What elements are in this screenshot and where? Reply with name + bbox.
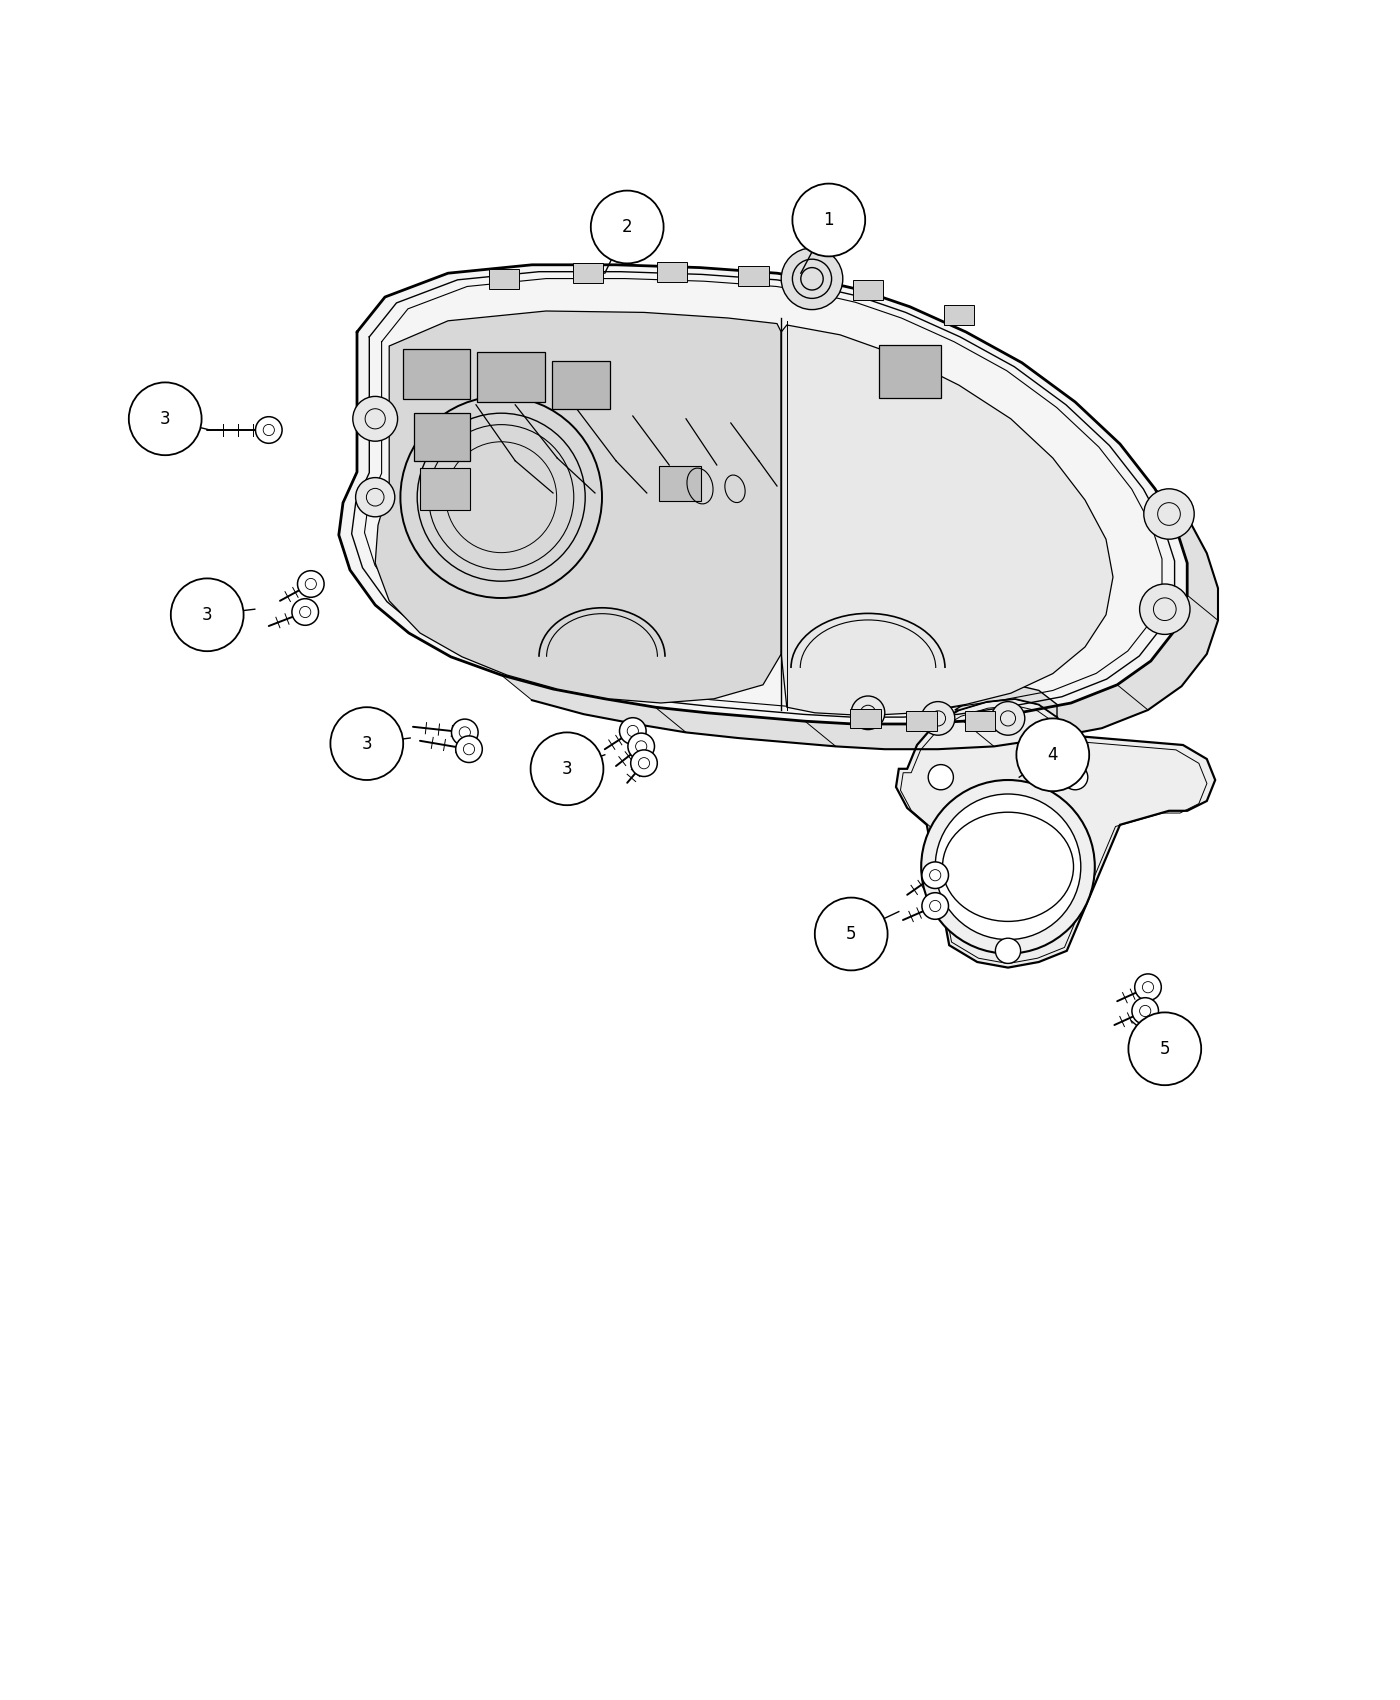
Circle shape	[630, 750, 658, 777]
Circle shape	[923, 892, 949, 920]
Circle shape	[531, 733, 603, 806]
Circle shape	[1131, 998, 1158, 1025]
Bar	[489, 269, 519, 289]
Circle shape	[921, 780, 1095, 954]
Bar	[657, 262, 687, 282]
Circle shape	[928, 765, 953, 790]
Circle shape	[1144, 490, 1194, 539]
Polygon shape	[896, 699, 1215, 967]
Circle shape	[1063, 765, 1088, 790]
Circle shape	[356, 478, 395, 517]
Circle shape	[815, 898, 888, 971]
Bar	[403, 348, 470, 400]
Circle shape	[255, 416, 283, 444]
Circle shape	[792, 184, 865, 257]
Bar	[944, 306, 974, 325]
Bar	[420, 468, 470, 510]
Bar	[965, 711, 995, 731]
Text: 4: 4	[1047, 746, 1058, 763]
Circle shape	[291, 598, 319, 626]
Bar	[477, 352, 545, 401]
Circle shape	[851, 695, 885, 729]
Circle shape	[1134, 974, 1162, 1001]
Circle shape	[451, 719, 479, 746]
Circle shape	[935, 794, 1081, 940]
Ellipse shape	[942, 813, 1074, 921]
Circle shape	[781, 248, 843, 309]
Polygon shape	[955, 685, 1057, 717]
Circle shape	[353, 396, 398, 442]
Text: 5: 5	[846, 925, 857, 944]
Text: 3: 3	[202, 605, 213, 624]
Text: 2: 2	[622, 218, 633, 236]
Text: 3: 3	[561, 760, 573, 779]
Circle shape	[171, 578, 244, 651]
Bar	[738, 267, 769, 286]
Circle shape	[1128, 1013, 1201, 1085]
Bar	[853, 280, 883, 299]
Circle shape	[1016, 719, 1089, 791]
Bar	[552, 362, 610, 410]
Circle shape	[923, 862, 949, 889]
Bar	[659, 466, 701, 501]
Circle shape	[330, 707, 403, 780]
Circle shape	[629, 733, 655, 760]
Circle shape	[921, 702, 955, 734]
Bar	[573, 264, 603, 282]
Bar	[879, 345, 941, 398]
Text: 3: 3	[160, 410, 171, 428]
Circle shape	[1140, 585, 1190, 634]
Polygon shape	[375, 311, 781, 704]
Polygon shape	[339, 265, 1187, 724]
Text: 3: 3	[361, 734, 372, 753]
Circle shape	[620, 717, 647, 745]
Polygon shape	[501, 490, 1218, 750]
Circle shape	[297, 571, 325, 597]
Circle shape	[991, 702, 1025, 734]
Bar	[906, 711, 937, 731]
Text: 5: 5	[1159, 1040, 1170, 1057]
Circle shape	[591, 190, 664, 264]
Circle shape	[456, 736, 482, 763]
Circle shape	[129, 382, 202, 456]
Circle shape	[995, 938, 1021, 964]
Polygon shape	[781, 325, 1113, 716]
Bar	[414, 413, 470, 461]
Bar	[850, 709, 881, 728]
Text: 1: 1	[823, 211, 834, 230]
